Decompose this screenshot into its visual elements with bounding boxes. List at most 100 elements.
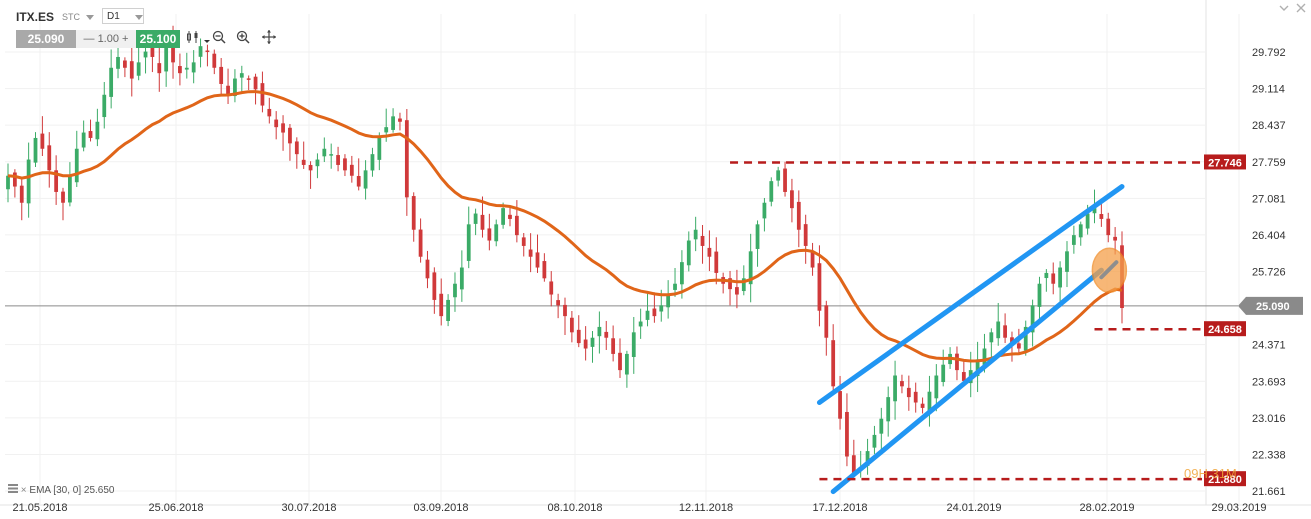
candle-body (157, 63, 162, 74)
candle-body (1037, 283, 1042, 307)
candle-timer: 09H 31M (1184, 466, 1237, 481)
candle-body (446, 299, 450, 321)
level-label: 27.746 (1208, 157, 1242, 169)
candle-body (294, 141, 299, 155)
x-tick-label: 17.12.2018 (812, 502, 867, 514)
close-icon[interactable] (1296, 2, 1306, 16)
plus-sign[interactable]: + (122, 33, 129, 45)
y-tick-label: 24.371 (1252, 340, 1286, 352)
spread-value: 1.00 (97, 33, 119, 45)
candle-body (1078, 224, 1083, 238)
candle-body (246, 78, 251, 80)
candle-body (955, 353, 959, 371)
candle-body (783, 168, 787, 192)
collapse-icon[interactable] (1279, 2, 1289, 16)
candle-body (735, 287, 739, 295)
chevron-down-icon[interactable] (86, 15, 94, 20)
candle-body (363, 170, 368, 189)
candle-body (212, 53, 217, 68)
candle-body (1099, 214, 1104, 219)
candle-body (1044, 272, 1049, 279)
candle-body (54, 170, 59, 192)
candle-body (624, 353, 629, 375)
y-tick-label: 22.338 (1252, 449, 1286, 461)
candle-body (1092, 208, 1097, 214)
candle-body (301, 159, 306, 165)
candle-body (253, 76, 258, 90)
candle-body (803, 224, 808, 246)
candle-body (604, 331, 609, 338)
candle-body (900, 381, 904, 387)
minus-sign[interactable]: — (83, 33, 95, 45)
candle-body (989, 332, 994, 343)
candle-body (508, 214, 512, 219)
candle-body (934, 375, 939, 399)
candle-body (343, 158, 347, 171)
close-icon[interactable]: × (20, 485, 27, 496)
candlesticks (6, 25, 1124, 478)
x-axis-labels: 21.05.2018 25.06.2018 30.07.2018 03.09.2018… (12, 502, 1266, 514)
candle-body (872, 434, 877, 448)
timeframe-select[interactable]: D1 (102, 8, 144, 24)
indicator-list-icon[interactable] (8, 484, 21, 496)
y-tick-label: 28.437 (1252, 120, 1286, 132)
candle-body (480, 214, 485, 230)
candle-body (288, 127, 292, 144)
candle-body (233, 78, 237, 97)
zoom-out-icon[interactable] (210, 30, 228, 48)
current-price-label: 25.090 (1256, 301, 1290, 313)
candle-body (164, 46, 169, 72)
candle-body (893, 375, 897, 402)
candle-body (975, 359, 980, 376)
candle-body (102, 94, 107, 118)
candle-body (267, 108, 272, 117)
indicator-legend[interactable]: × EMA [30, 0] 25.650 (8, 484, 114, 496)
candle-body (714, 251, 719, 273)
candle-body (631, 332, 636, 357)
candle-body (171, 40, 175, 63)
level-badge (1204, 154, 1246, 170)
candle-body (1113, 236, 1118, 241)
candle-body (913, 391, 918, 403)
candle-body (398, 118, 402, 122)
candle-body (191, 62, 196, 73)
candle-body (391, 116, 395, 130)
candle-body (109, 67, 114, 97)
x-tick-label: 03.09.2018 (413, 502, 468, 514)
candle-body (308, 164, 313, 171)
candle-type-icon[interactable] (184, 30, 202, 48)
ask-price[interactable]: 25.100 (136, 30, 180, 48)
candle-body (817, 263, 822, 311)
chart-grid (0, 0, 1311, 506)
x-tick-label: 30.07.2018 (281, 502, 336, 514)
zoom-in-icon[interactable] (234, 30, 252, 48)
x-tick-label: 28.02.2019 (1079, 502, 1134, 514)
candle-body (514, 215, 519, 236)
candle-body (851, 455, 856, 473)
candle-body (542, 261, 547, 279)
y-tick-label: 27.081 (1252, 193, 1286, 205)
candle-body (941, 364, 946, 383)
chevron-down-icon[interactable] (198, 30, 216, 48)
candle-body (81, 132, 86, 148)
crosshair-icon[interactable] (260, 30, 278, 48)
bid-price[interactable]: 25.090 (16, 30, 76, 48)
candle-body (411, 196, 416, 230)
candle-body (611, 338, 616, 354)
candle-body (453, 283, 457, 298)
candle-body (563, 304, 567, 317)
candle-body (198, 46, 203, 57)
candle-body (865, 451, 870, 466)
candle-body (184, 67, 189, 70)
candle-body (67, 175, 72, 203)
candle-body (439, 293, 444, 317)
candle-body (652, 308, 657, 317)
candle-body (12, 172, 17, 187)
chevron-down-icon[interactable] (135, 15, 143, 20)
symbol-label[interactable]: ITX.ES (16, 10, 55, 24)
y-tick-label: 29.114 (1252, 84, 1285, 96)
candle-body (1071, 235, 1076, 245)
candle-body (1058, 267, 1063, 288)
candle-body (281, 123, 285, 133)
